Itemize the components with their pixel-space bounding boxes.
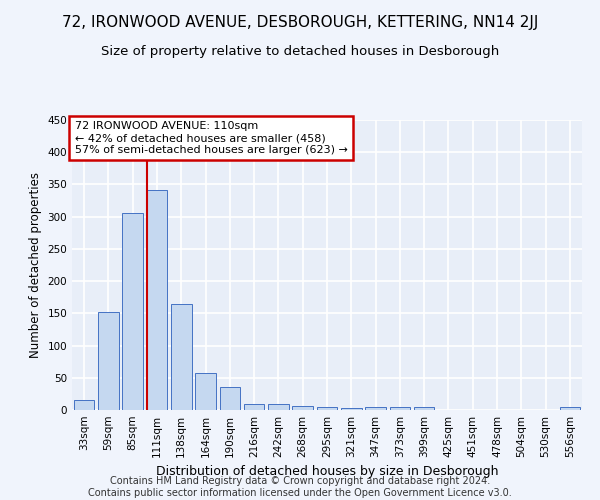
Bar bbox=[74, 400, 94, 410]
Y-axis label: Number of detached properties: Number of detached properties bbox=[29, 172, 42, 358]
Text: Size of property relative to detached houses in Desborough: Size of property relative to detached ho… bbox=[101, 45, 499, 58]
Bar bbox=[195, 374, 216, 410]
X-axis label: Distribution of detached houses by size in Desborough: Distribution of detached houses by size … bbox=[156, 466, 498, 478]
Bar bbox=[341, 408, 362, 410]
Bar bbox=[122, 214, 143, 410]
Text: 72 IRONWOOD AVENUE: 110sqm
← 42% of detached houses are smaller (458)
57% of sem: 72 IRONWOOD AVENUE: 110sqm ← 42% of deta… bbox=[74, 122, 347, 154]
Bar bbox=[268, 404, 289, 410]
Bar bbox=[389, 407, 410, 410]
Bar bbox=[171, 304, 191, 410]
Bar bbox=[365, 407, 386, 410]
Bar bbox=[220, 388, 240, 410]
Bar bbox=[414, 407, 434, 410]
Bar bbox=[317, 408, 337, 410]
Bar bbox=[146, 190, 167, 410]
Bar bbox=[560, 408, 580, 410]
Bar bbox=[292, 406, 313, 410]
Bar bbox=[244, 404, 265, 410]
Text: Contains HM Land Registry data © Crown copyright and database right 2024.
Contai: Contains HM Land Registry data © Crown c… bbox=[88, 476, 512, 498]
Bar bbox=[98, 312, 119, 410]
Text: 72, IRONWOOD AVENUE, DESBOROUGH, KETTERING, NN14 2JJ: 72, IRONWOOD AVENUE, DESBOROUGH, KETTERI… bbox=[62, 15, 538, 30]
